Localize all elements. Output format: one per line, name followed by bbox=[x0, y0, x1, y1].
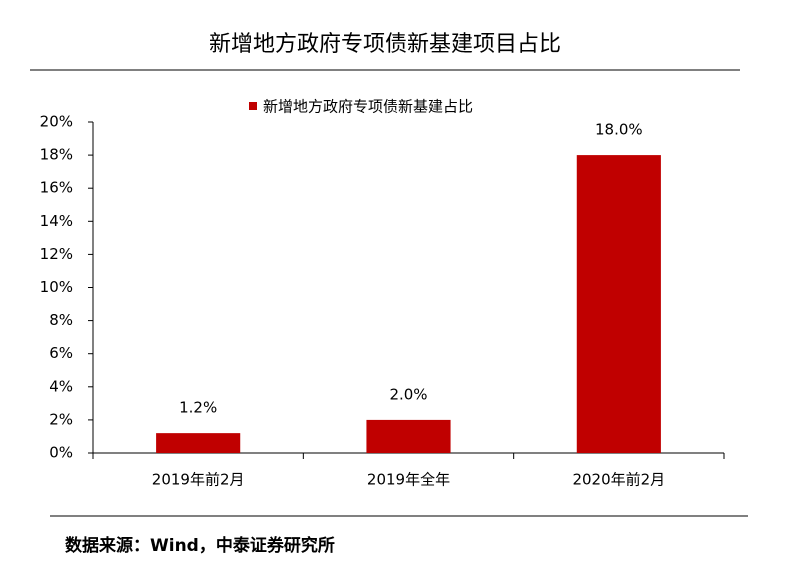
bar bbox=[576, 155, 661, 453]
chart-title: 新增地方政府专项债新基建项目占比 bbox=[209, 32, 561, 57]
y-tick-label: 14% bbox=[40, 212, 73, 230]
x-tick-label: 2020年前2月 bbox=[572, 471, 665, 489]
y-tick-label: 8% bbox=[49, 311, 73, 329]
y-tick-label: 20% bbox=[40, 113, 73, 131]
y-tick-label: 4% bbox=[49, 377, 73, 395]
x-tick-label: 2019年全年 bbox=[367, 471, 450, 489]
y-tick-label: 0% bbox=[49, 444, 73, 462]
x-tick-label: 2019年前2月 bbox=[152, 471, 245, 489]
data-label: 2.0% bbox=[389, 385, 427, 403]
y-tick-label: 18% bbox=[40, 146, 73, 164]
data-label: 18.0% bbox=[595, 121, 643, 139]
y-tick-label: 12% bbox=[40, 245, 73, 263]
legend-label: 新增地方政府专项债新基建占比 bbox=[263, 98, 473, 116]
bar bbox=[366, 419, 451, 453]
source-note: 数据来源：Wind，中泰证券研究所 bbox=[65, 535, 335, 556]
y-tick-label: 16% bbox=[40, 179, 73, 197]
y-tick-label: 6% bbox=[49, 344, 73, 362]
y-tick-label: 2% bbox=[49, 410, 73, 428]
y-tick-label: 10% bbox=[40, 278, 73, 296]
data-label: 1.2% bbox=[179, 399, 217, 417]
bar bbox=[156, 433, 241, 453]
legend-swatch bbox=[249, 102, 257, 110]
